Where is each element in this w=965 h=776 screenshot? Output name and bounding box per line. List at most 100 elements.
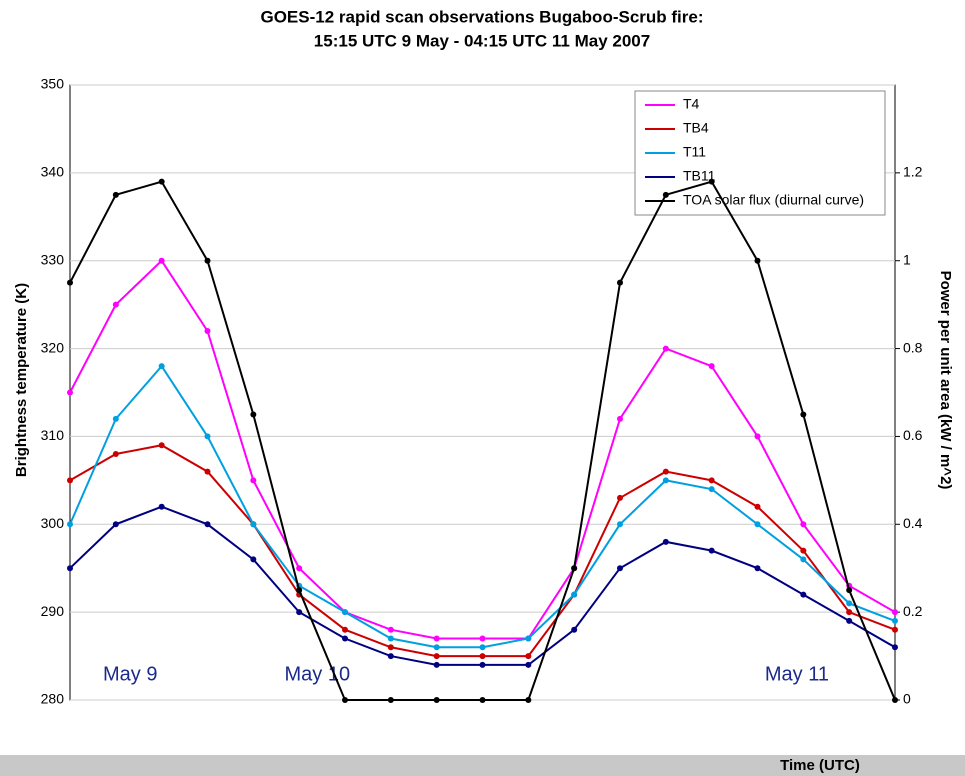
series-point — [158, 363, 165, 370]
series-point — [892, 644, 898, 651]
footer-band — [0, 755, 965, 776]
y2-tick-label: 0.6 — [903, 427, 923, 443]
series-point — [158, 257, 165, 264]
series-point — [250, 556, 257, 563]
y-tick-label: 300 — [41, 515, 65, 531]
y2-axis-label: Power per unit area (kW / m^2) — [937, 271, 954, 490]
series-point — [800, 547, 807, 554]
series-point — [708, 486, 715, 493]
y2-tick-label: 0.2 — [903, 603, 923, 619]
y2-tick-label: 1.2 — [903, 164, 923, 180]
series-point — [250, 521, 257, 528]
series-point — [296, 609, 303, 616]
series-point — [204, 257, 211, 264]
series-point — [433, 661, 440, 668]
y-tick-label: 330 — [41, 251, 65, 267]
series-point — [754, 257, 761, 264]
series-point — [433, 635, 440, 642]
series-point — [342, 697, 348, 703]
series-point — [433, 653, 440, 660]
y-tick-label: 290 — [41, 603, 65, 619]
legend-label: TB11 — [683, 168, 716, 184]
legend-label: T11 — [683, 144, 706, 160]
series-point — [112, 301, 119, 308]
series-point — [571, 626, 578, 633]
series-point — [433, 697, 440, 703]
y-tick-label: 320 — [41, 339, 65, 355]
series-point — [846, 600, 853, 607]
series-point — [662, 468, 669, 475]
series-point — [204, 328, 211, 334]
y-tick-label: 350 — [41, 76, 65, 92]
series-point — [67, 565, 73, 572]
series-point — [846, 587, 853, 594]
series-point — [387, 697, 394, 703]
series-point — [387, 653, 394, 660]
series-point — [158, 442, 165, 449]
chart-subtitle: 15:15 UTC 9 May - 04:15 UTC 11 May 2007 — [314, 31, 650, 50]
series-point — [754, 565, 761, 572]
series-point — [662, 191, 669, 198]
series-point — [800, 411, 807, 418]
series-point — [754, 521, 761, 528]
series-point — [617, 521, 623, 528]
series-point — [662, 477, 669, 484]
series-point — [433, 644, 440, 651]
x-axis-label: Time (UTC) — [780, 757, 860, 774]
y-tick-label: 280 — [41, 691, 65, 707]
y2-tick-label: 0 — [903, 691, 911, 707]
series-point — [571, 565, 578, 572]
series-point — [846, 609, 853, 616]
series-point — [525, 661, 532, 668]
series-point — [617, 279, 623, 286]
legend-label: TB4 — [683, 120, 709, 136]
series-point — [617, 565, 623, 572]
series-point — [342, 609, 348, 616]
series-point — [250, 477, 257, 484]
series-point — [525, 697, 532, 703]
series-point — [708, 547, 715, 554]
series-point — [892, 617, 898, 624]
series-point — [387, 626, 394, 633]
series-point — [158, 178, 165, 185]
series-point — [525, 635, 532, 642]
series-point — [800, 591, 807, 598]
series-point — [67, 389, 73, 396]
series-point — [112, 451, 119, 457]
series-point — [708, 178, 715, 185]
series-point — [387, 635, 394, 642]
y-tick-label: 340 — [41, 164, 65, 180]
date-label: May 9 — [103, 663, 157, 685]
series-point — [67, 279, 73, 286]
chart-title: GOES-12 rapid scan observations Bugaboo-… — [260, 7, 703, 26]
date-label: May 10 — [285, 663, 351, 685]
date-label: May 11 — [765, 663, 829, 685]
series-point — [617, 494, 623, 501]
series-point — [112, 415, 119, 422]
legend-label: T4 — [683, 96, 700, 112]
series-point — [479, 697, 486, 703]
series-point — [479, 644, 486, 651]
y-axis-label: Brightness temperature (K) — [13, 283, 30, 477]
series-point — [204, 521, 211, 528]
series-point — [387, 644, 394, 651]
series-point — [846, 617, 853, 624]
series-point — [617, 415, 623, 422]
series-point — [479, 661, 486, 668]
series-point — [479, 653, 486, 660]
series-point — [525, 653, 532, 660]
series-point — [342, 626, 348, 633]
series-point — [67, 521, 73, 528]
legend-box — [634, 90, 886, 216]
series-point — [662, 538, 669, 545]
series-point — [204, 433, 211, 440]
series-point — [112, 521, 119, 528]
series-point — [754, 433, 761, 440]
series-point — [662, 345, 669, 352]
series-point — [296, 565, 303, 572]
series-point — [67, 477, 73, 484]
series-point — [800, 521, 807, 528]
series-point — [250, 411, 257, 418]
series-point — [708, 477, 715, 484]
